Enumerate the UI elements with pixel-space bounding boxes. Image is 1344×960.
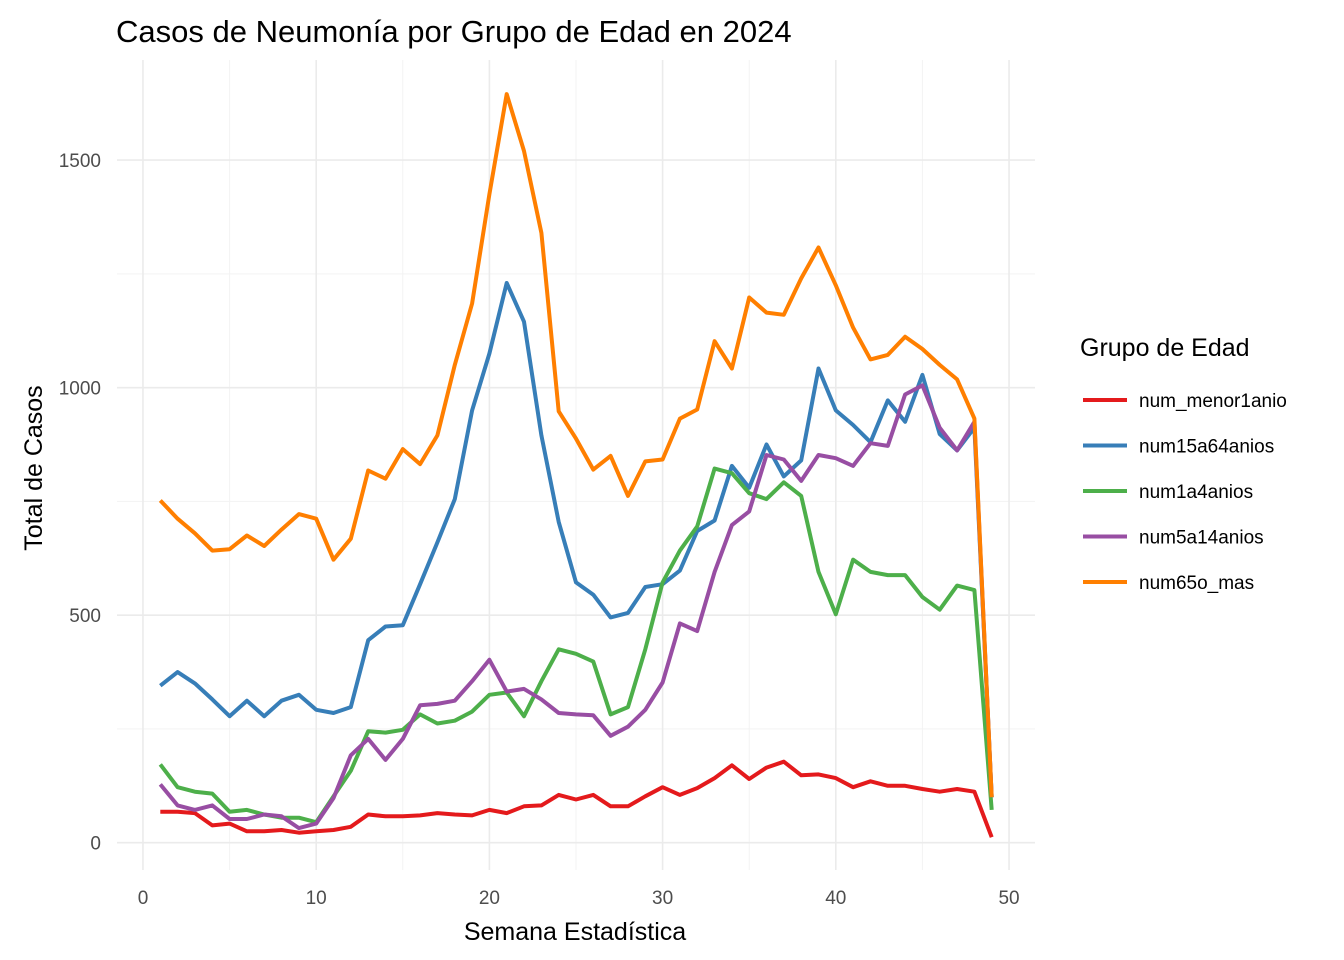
y-tick-label: 0 (90, 834, 101, 855)
x-axis-title: Semana Estadística (464, 918, 686, 946)
legend: Grupo de Edad num_menor1anio num15a64anio… (1080, 334, 1287, 594)
x-tick-label: 30 (652, 888, 673, 909)
legend-item: num1a4anios (1083, 482, 1253, 503)
y-tick-label: 1500 (59, 151, 101, 172)
y-axis-ticks: 0 500 1000 1500 (59, 151, 101, 855)
y-tick-label: 500 (69, 606, 101, 627)
series-line-num1a4anios (158, 466, 994, 825)
legend-item: num5a14anios (1083, 528, 1264, 549)
chart-title: Casos de Neumonía por Grupo de Edad en 2… (116, 14, 792, 49)
legend-item: num65o_mas (1083, 573, 1254, 594)
x-tick-label: 50 (998, 888, 1019, 909)
series-line-num5a14anios (158, 383, 994, 831)
y-axis-title: Total de Casos (20, 385, 48, 550)
series-group (158, 92, 994, 838)
legend-title: Grupo de Edad (1080, 334, 1250, 362)
x-tick-label: 10 (306, 888, 327, 909)
x-tick-label: 40 (825, 888, 846, 909)
y-tick-label: 1000 (59, 379, 101, 400)
series-line-num65o_mas (158, 92, 994, 798)
legend-item: num_menor1anio (1083, 391, 1287, 412)
x-tick-label: 0 (138, 888, 149, 909)
legend-label: num1a4anios (1139, 482, 1253, 503)
legend-label: num15a64anios (1139, 437, 1274, 458)
legend-label: num65o_mas (1139, 573, 1254, 594)
legend-item: num15a64anios (1083, 437, 1274, 458)
legend-label: num_menor1anio (1139, 391, 1287, 412)
x-tick-label: 20 (479, 888, 500, 909)
legend-label: num5a14anios (1139, 528, 1264, 549)
grid (117, 60, 1035, 870)
series-line-num15a64anios (159, 281, 994, 798)
x-axis-ticks: 0 10 20 30 40 50 (138, 888, 1020, 909)
series-line-num_menor1anio (160, 759, 994, 838)
